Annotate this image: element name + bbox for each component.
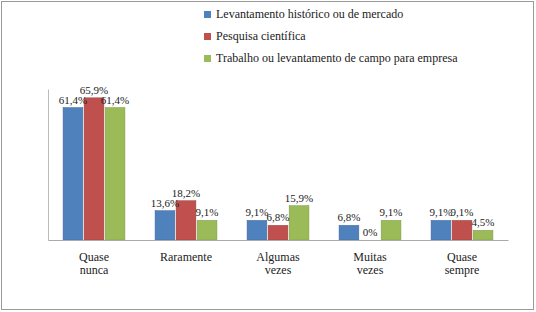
legend-swatch <box>204 33 211 40</box>
bar <box>473 230 493 240</box>
legend-swatch <box>204 55 211 62</box>
x-tick: Algumasvezes <box>256 250 300 277</box>
bar <box>431 220 451 240</box>
data-label: 61,4% <box>101 94 129 106</box>
bar <box>247 220 267 240</box>
data-label: 18,2% <box>172 187 200 199</box>
x-tick: Muitasvezes <box>353 250 387 277</box>
chart: 61,4%13,6%9,1%6,8%9,1%65,9%18,2%6,8%0%9,… <box>0 0 536 312</box>
bar <box>63 108 83 240</box>
bar <box>105 108 125 240</box>
data-labels: 61,4%13,6%9,1%6,8%9,1%65,9%18,2%6,8%0%9,… <box>59 84 495 238</box>
x-tick-label: Algumasvezes <box>256 250 300 277</box>
y-axis-line <box>48 90 49 241</box>
x-tick-label: Quasesempre <box>445 250 480 277</box>
data-label: 6,8% <box>267 211 290 223</box>
bar <box>289 206 309 240</box>
data-label: 15,9% <box>285 192 313 204</box>
bar <box>452 220 472 240</box>
legend-label: Levantamento histórico ou de mercado <box>216 7 403 21</box>
bar <box>155 211 175 240</box>
x-tick-label: Muitasvezes <box>353 250 387 277</box>
x-axis-line <box>49 240 509 241</box>
x-tick-label: Raramente <box>160 250 212 264</box>
data-label: 0% <box>363 226 378 238</box>
bar <box>360 240 380 241</box>
bar <box>339 225 359 240</box>
data-label: 9,1% <box>429 206 452 218</box>
x-tick: Quasenunca <box>79 250 109 277</box>
y-axis <box>48 90 49 241</box>
x-axis: Quasenunca Raramente Algumasvezes Muitasvez… <box>49 241 509 278</box>
legend-label: Pesquisa científica <box>216 29 306 43</box>
data-label: 9,1% <box>245 206 268 218</box>
data-label: 4,5% <box>472 216 495 228</box>
x-tick: Quasesempre <box>445 250 480 277</box>
x-tick-label: Quasenunca <box>79 250 109 277</box>
data-label: 9,1% <box>196 206 219 218</box>
data-label: 6,8% <box>337 211 360 223</box>
legend-swatch <box>204 11 211 18</box>
legend: Levantamento histórico ou de mercado Pesq… <box>204 7 458 65</box>
bar <box>197 220 217 240</box>
bar <box>268 225 288 240</box>
chart-border <box>2 2 534 310</box>
data-label: 9,1% <box>380 206 403 218</box>
bar <box>84 98 104 240</box>
legend-label: Trabalho ou levantamento de campo para e… <box>216 51 458 65</box>
x-tick: Raramente <box>160 250 212 264</box>
bar <box>381 220 401 240</box>
data-label: 9,1% <box>451 206 474 218</box>
bars <box>63 98 493 240</box>
